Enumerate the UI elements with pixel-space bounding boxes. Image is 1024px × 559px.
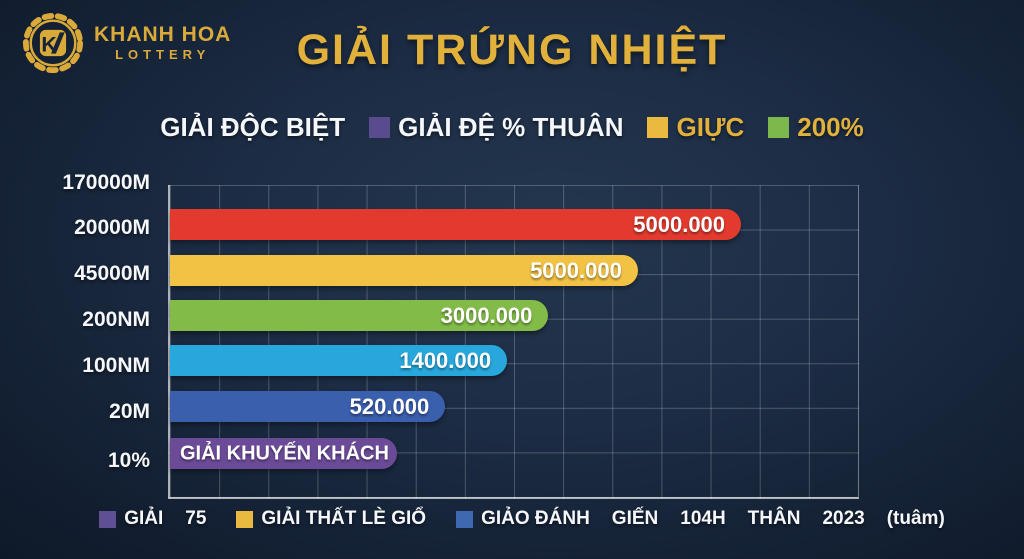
page-title: GIẢI TRỨNG NHIỆT [296, 26, 728, 74]
legend-item-2: GIẢI ĐỆ % THUÂN [369, 112, 623, 143]
bar-value-label: 5000.000 [530, 257, 622, 283]
bar-20M: 520.000 [170, 391, 446, 422]
y-axis-tick-label: 45000M [74, 262, 150, 285]
bar-20000M: 5000.000 [170, 209, 742, 240]
brand-name: KHANH HOA [94, 23, 232, 47]
y-axis-tick-label: 170000M [62, 171, 150, 194]
legend-item-1: GIẢI ĐỘC BIỆT [160, 112, 345, 143]
bar-value-label: 5000.000 [633, 211, 726, 237]
chart-legend-top: GIẢI ĐỘC BIỆT GIẢI ĐỆ % THUÂN GIỰC 200% [0, 108, 1024, 146]
bar-value-label: 3000.000 [440, 302, 533, 328]
gear-badge-icon: K [22, 12, 84, 74]
brand-logo: K KHANH HOA LOTTERY [22, 12, 231, 74]
legend-label: GIẢO ĐÁNH [481, 508, 590, 529]
brand-subtitle: LOTTERY [115, 47, 211, 63]
legend-item-4: 200% [768, 112, 864, 143]
plot-area: 5000.000 5000.000 3000.000 1400.000 520.000 G… [168, 185, 859, 499]
bar-45000M: 5000.000 [170, 255, 638, 286]
bar-value-label: 1400.000 [399, 347, 492, 373]
chart-legend-bottom: GIẢI 75 GIẢI THẤT LÈ GIỔ GIẢO ĐÁNH GIẾN 104H T… [0, 504, 1024, 534]
legend-label: 75 [185, 508, 207, 529]
legend-label: THÂN [747, 508, 801, 529]
legend-swatch [768, 116, 790, 138]
brand-text: KHANH HOA LOTTERY [94, 24, 231, 62]
legend-label: GIẢI [124, 508, 164, 529]
legend-label: GIẢI ĐỆ % THUÂN [398, 111, 624, 142]
legend-swatch [456, 510, 474, 528]
legend-swatch [236, 510, 254, 528]
legend-swatch [647, 116, 669, 138]
legend-label: 2023 [822, 508, 865, 529]
y-axis-tick-label: 20M [109, 400, 150, 423]
legend-swatch [369, 116, 391, 138]
y-axis-tick-label: 200NM [82, 308, 150, 331]
bottom-legend-item-3: GIẢO ĐÁNH GIẾN 104H THÂN 2023 (tuâm) [456, 508, 945, 530]
legend-label: GIẢI ĐỘC BIỆT [160, 111, 346, 142]
bar-10%: GIẢI KHUYẾN KHÁCH [170, 438, 398, 469]
bar-200NM: 3000.000 [170, 300, 549, 331]
bar-value-label: 520.000 [349, 393, 430, 419]
bar-100NM: 1400.000 [170, 345, 508, 376]
legend-label: 200% [797, 111, 864, 142]
legend-label: (tuâm) [886, 508, 945, 529]
legend-label: GIỰC [676, 111, 745, 142]
legend-label: GIẾN [611, 508, 659, 529]
bar-value-label: GIẢI KHUYẾN KHÁCH [180, 442, 389, 464]
legend-item-3: GIỰC [647, 112, 744, 143]
bottom-legend-item-1: GIẢI 75 [99, 508, 206, 530]
y-axis-tick-label: 10% [107, 449, 150, 472]
legend-label: 104H [680, 508, 726, 529]
legend-swatch [99, 510, 117, 528]
y-axis-labels: 170000M 20000M 45000M 200NM 100NM 20M 10% [0, 171, 158, 497]
y-axis-tick-label: 100NM [82, 354, 150, 377]
legend-label: GIẢI THẤT LÈ GIỔ [261, 508, 427, 529]
y-axis-tick-label: 20000M [74, 216, 150, 239]
bottom-legend-item-2: GIẢI THẤT LÈ GIỔ [236, 508, 426, 530]
